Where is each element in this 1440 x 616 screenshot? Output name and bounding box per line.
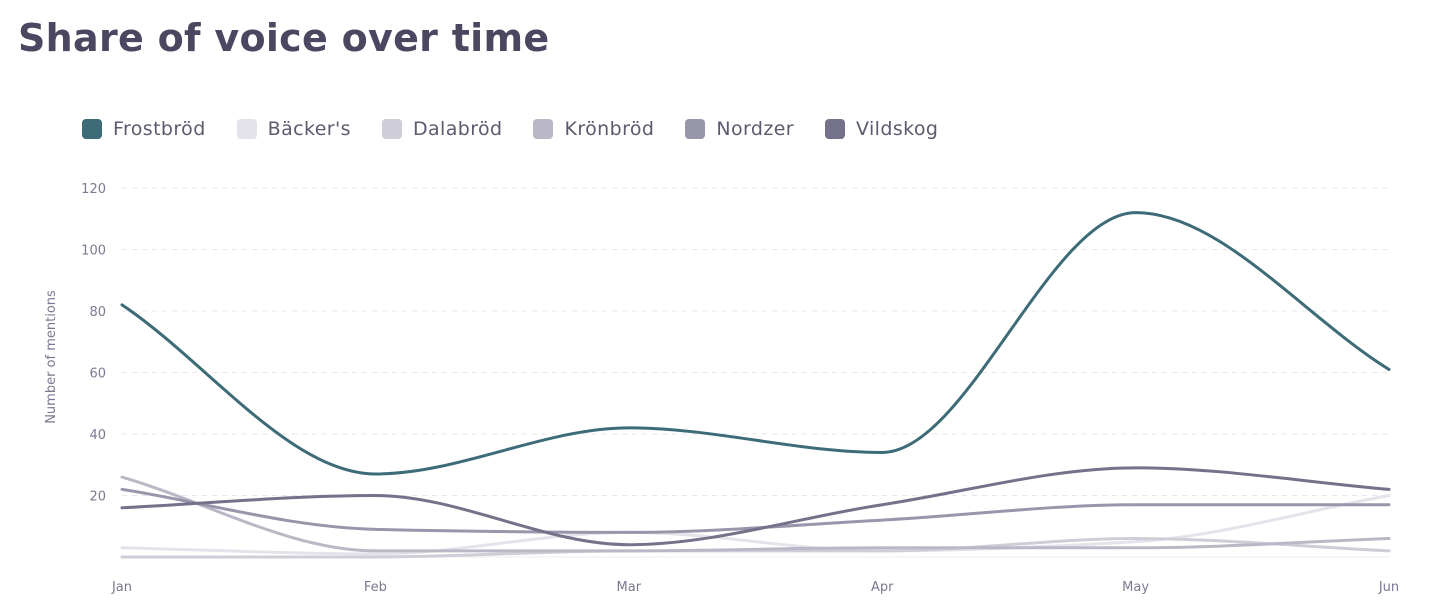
legend-swatch: [82, 119, 102, 139]
series-line[interactable]: [120, 475, 1391, 553]
x-tick-label: Feb: [364, 580, 387, 595]
x-tick-label: Jan: [111, 580, 132, 595]
grid-lines: [122, 187, 1389, 558]
legend-swatch: [236, 119, 257, 139]
legend-swatch: [685, 119, 706, 139]
legend-label: Nordzer: [716, 118, 795, 140]
y-tick-label: 60: [89, 367, 106, 382]
legend-swatch: [825, 119, 846, 139]
series-line[interactable]: [120, 537, 1391, 559]
y-tick-label: 80: [89, 305, 106, 320]
x-tick-label: Mar: [617, 580, 642, 595]
legend-item[interactable]: Nordzer: [685, 118, 794, 140]
legend-label: Bäcker's: [267, 118, 351, 140]
legend-item[interactable]: Frostbröd: [82, 118, 206, 140]
legend-label: Vildskog: [856, 118, 939, 140]
series-line[interactable]: [120, 487, 1391, 534]
y-axis-ticks: 20 40 60 80 100 120: [81, 182, 106, 505]
legend-label: Krönbröd: [564, 118, 655, 140]
y-tick-label: 120: [81, 182, 106, 197]
y-tick-label: 40: [89, 428, 106, 443]
legend-label: Frostbröd: [113, 118, 206, 140]
y-tick-label: 100: [81, 244, 106, 259]
chart-legend: Frostbröd Bäcker's Dalabröd Krönbröd Nordzer…: [82, 118, 969, 140]
legend-label: Dalabröd: [412, 118, 503, 140]
x-axis-ticks: Jan Feb Mar Apr May Jun: [111, 580, 1399, 595]
legend-item[interactable]: Vildskog: [825, 118, 938, 140]
x-tick-label: May: [1122, 580, 1149, 595]
chart-title: Share of voice over time: [18, 16, 550, 60]
legend-swatch: [381, 119, 402, 139]
y-axis-label: Number of mentions: [44, 290, 59, 424]
legend-item[interactable]: Krönbröd: [533, 118, 654, 140]
x-tick-label: Jun: [1378, 580, 1399, 595]
legend-item[interactable]: Bäcker's: [236, 118, 351, 140]
series-line[interactable]: [120, 211, 1391, 476]
series-line[interactable]: [120, 466, 1391, 547]
x-tick-label: Apr: [871, 580, 894, 595]
series-lines: [120, 211, 1391, 559]
legend-item[interactable]: Dalabröd: [381, 118, 503, 140]
y-tick-label: 20: [89, 490, 106, 505]
legend-swatch: [533, 119, 554, 139]
